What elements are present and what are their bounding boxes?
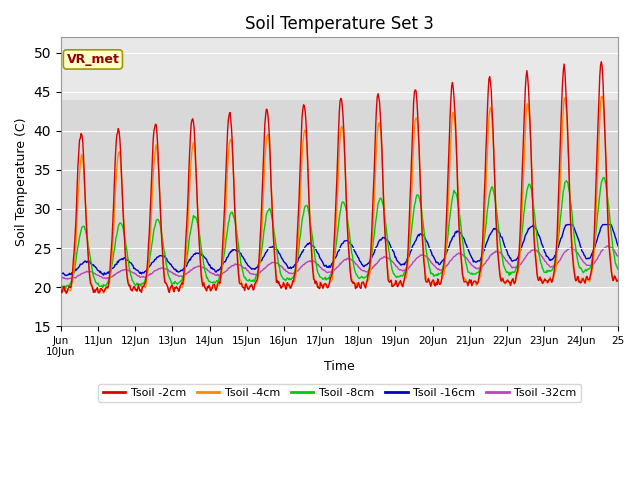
Title: Soil Temperature Set 3: Soil Temperature Set 3	[245, 15, 434, 33]
Legend: Tsoil -2cm, Tsoil -4cm, Tsoil -8cm, Tsoil -16cm, Tsoil -32cm: Tsoil -2cm, Tsoil -4cm, Tsoil -8cm, Tsoi…	[99, 384, 581, 402]
Text: VR_met: VR_met	[67, 53, 119, 66]
Bar	[61, 100, 618, 287]
X-axis label: Time: Time	[324, 360, 355, 373]
Y-axis label: Soil Temperature (C): Soil Temperature (C)	[15, 118, 28, 246]
